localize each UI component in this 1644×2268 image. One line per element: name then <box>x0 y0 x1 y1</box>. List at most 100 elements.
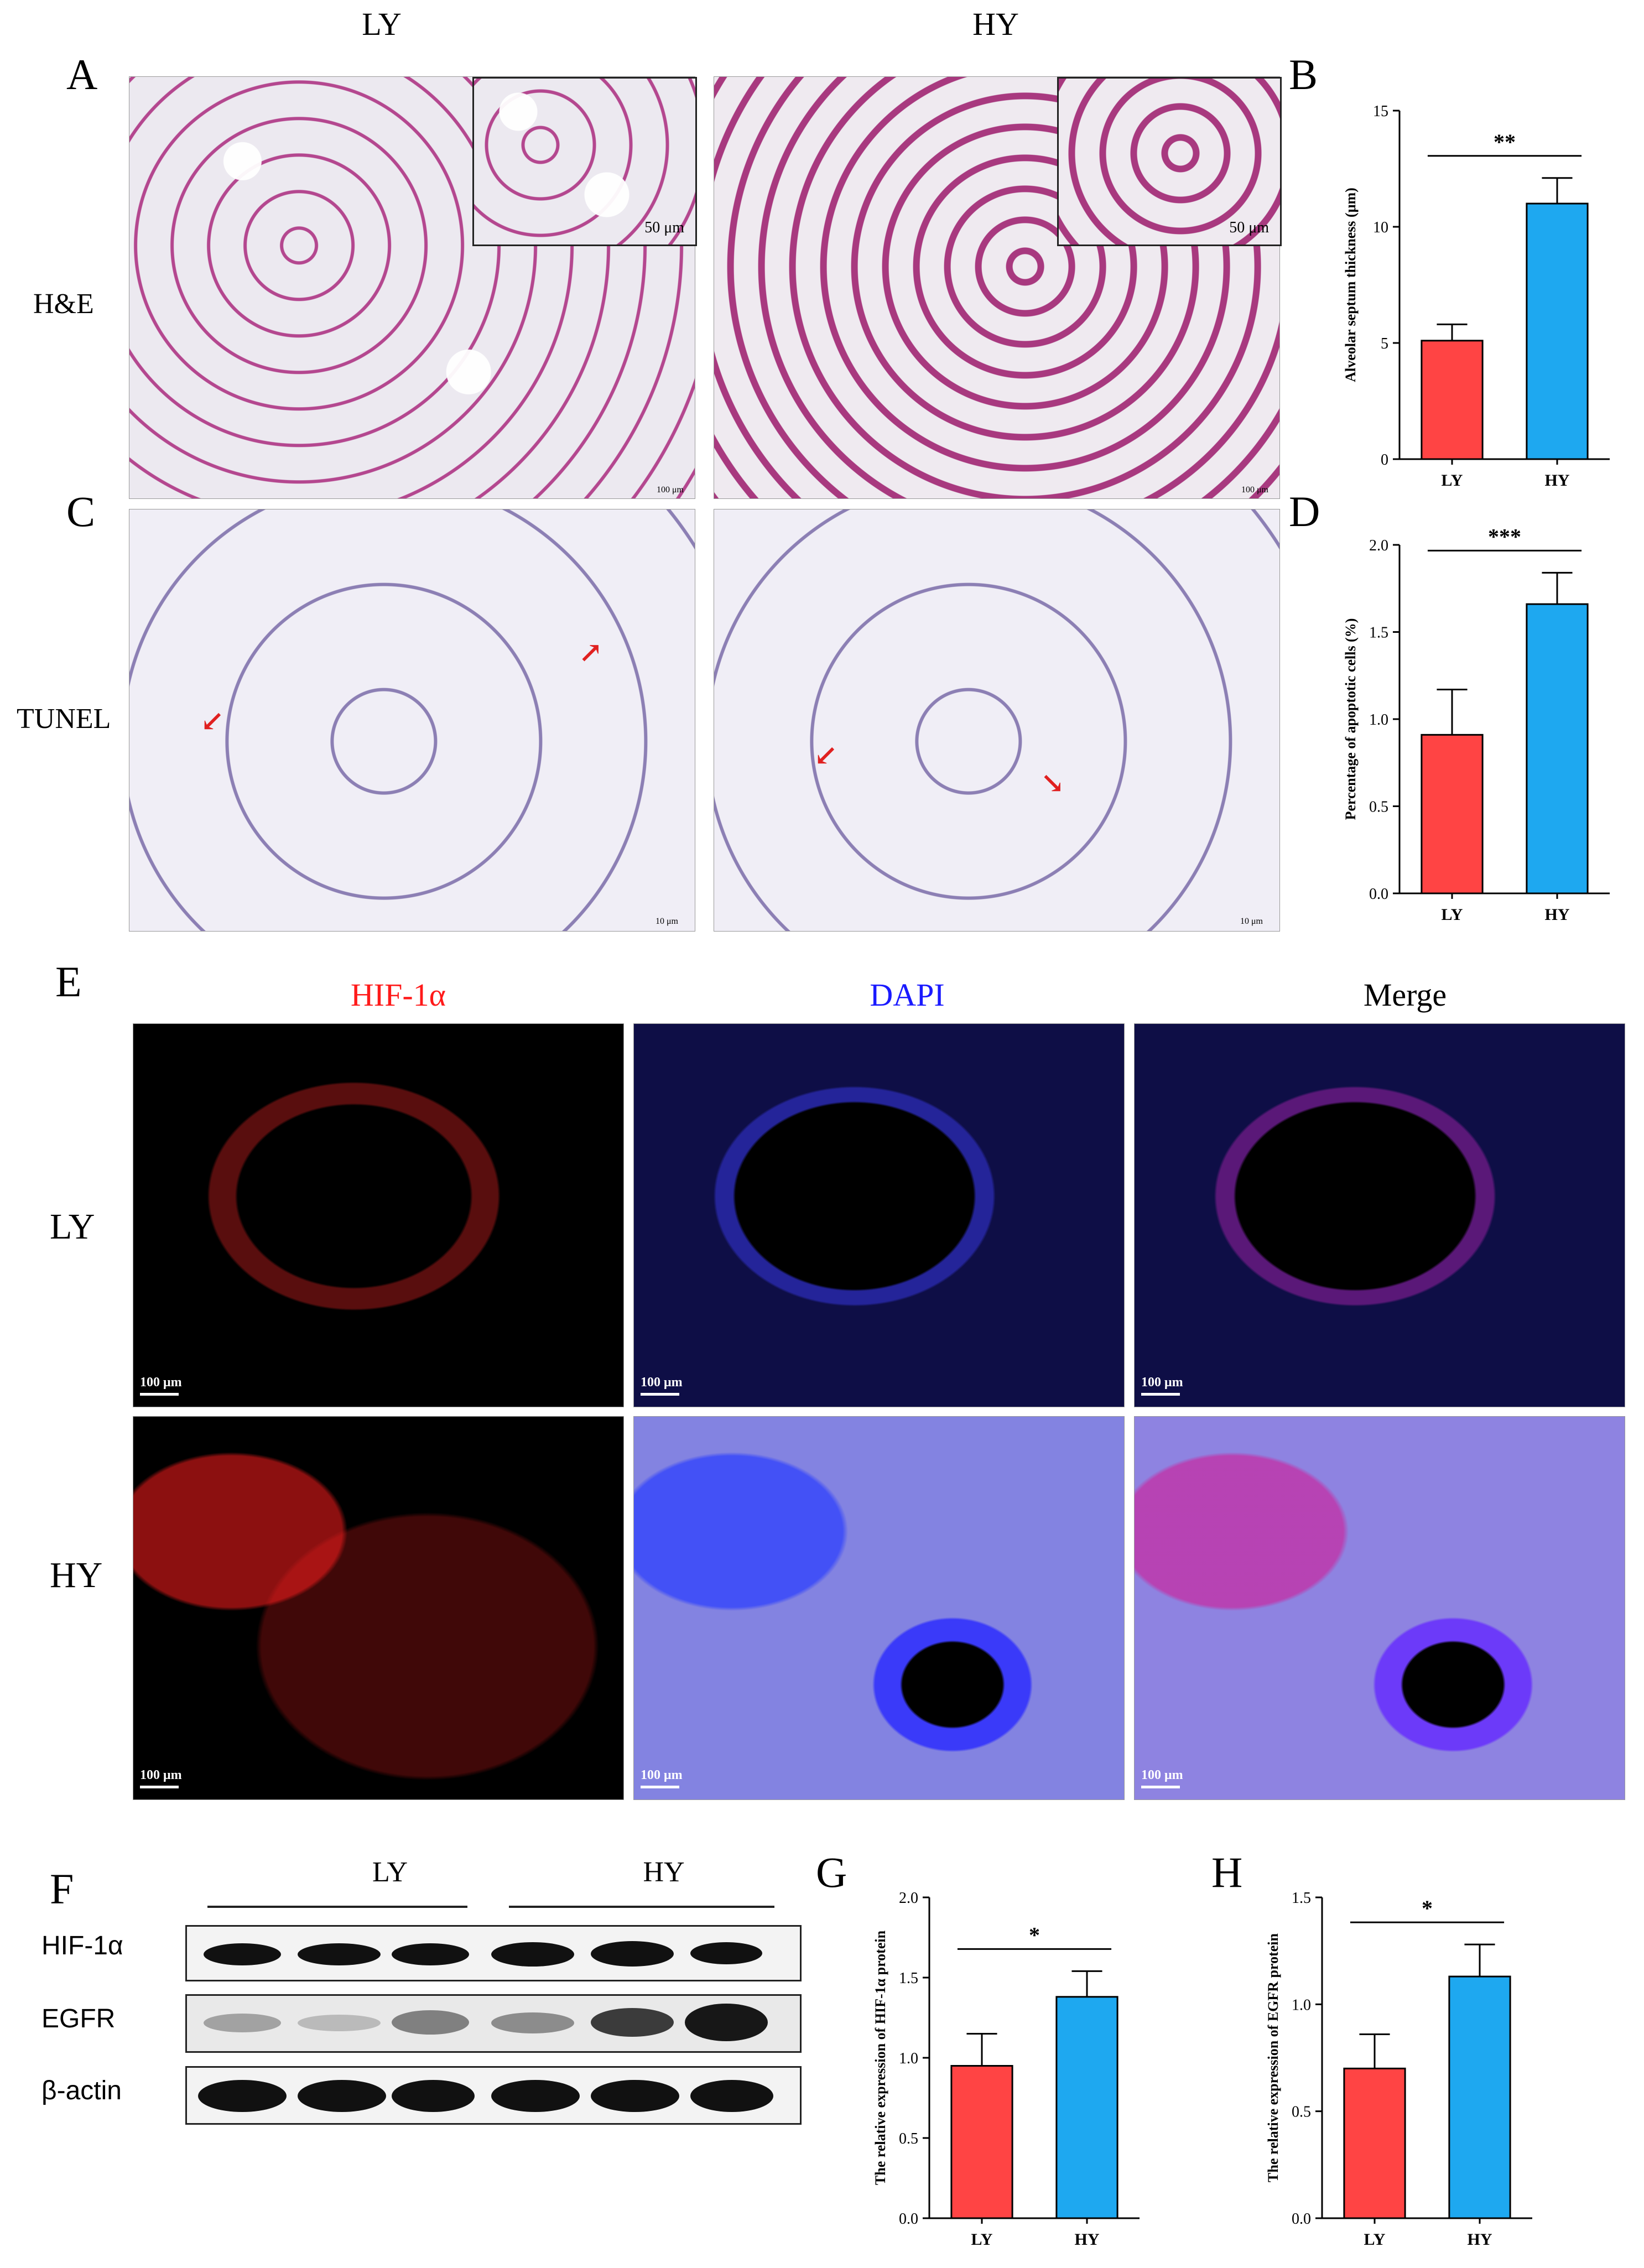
if-hy-dapi: 100 μm <box>633 1416 1125 1800</box>
bar-hy <box>1526 603 1589 894</box>
y-tick-label: 1.0 <box>899 2050 918 2067</box>
panel-label-b: B <box>1289 50 1318 98</box>
group-label-ly: LY <box>372 1856 408 1888</box>
he-ly-inset: 50 μm <box>472 77 697 246</box>
significance-label: *** <box>1488 524 1521 549</box>
row-label-tunel: TUNEL <box>17 703 111 735</box>
if-hy-merge: 100 μm <box>1134 1416 1625 1800</box>
if-ly-merge: 100 μm <box>1134 1023 1625 1407</box>
x-tick-label: LY <box>1442 906 1463 924</box>
chart-alveolar-septum: 0 5 10 15 Alveolar septum thickness (μm) LY HY… <box>1343 103 1610 490</box>
blot-hif <box>185 1925 802 1981</box>
bar-ly <box>1421 340 1484 460</box>
chart-apoptotic-cells: 0.0 0.5 1.0 1.5 2.0 Percentage of apoptotic c… <box>1343 524 1610 924</box>
y-tick-label: 1.5 <box>1369 625 1388 642</box>
if-hy-hif: 100 μm <box>133 1416 624 1800</box>
scalebar-label: 50 μm <box>1229 219 1269 236</box>
scalebar-label: 100 μm <box>1241 485 1268 495</box>
y-axis-label: Percentage of apoptotic cells (%) <box>1343 618 1359 820</box>
y-axis-label: The relative expression of EGFR protein <box>1265 1933 1281 2182</box>
x-tick-label: HY <box>1545 906 1570 924</box>
panel-label-f: F <box>50 1865 74 1913</box>
tunel-hy-micrograph: ↙ ↘ 10 μm <box>714 509 1280 932</box>
panel-label-h: H <box>1211 1848 1243 1896</box>
scalebar-label: 100 μm <box>641 1768 683 1782</box>
scalebar-label: 100 μm <box>140 1768 182 1782</box>
he-ly-micrograph: 50 μm 100 μm <box>129 76 697 499</box>
row-label-hy: HY <box>50 1555 103 1595</box>
x-tick-label: HY <box>1075 2230 1100 2249</box>
y-tick-label: 0.5 <box>899 2130 918 2147</box>
chart-hif-expression: 0.0 0.5 1.0 1.5 2.0 The relative expression o… <box>872 1890 1140 2249</box>
y-tick-label: 1.0 <box>1369 711 1388 729</box>
y-tick-label: 1.5 <box>899 1970 918 1987</box>
significance-label: * <box>1422 1896 1433 1921</box>
panel-label-a: A <box>66 50 98 98</box>
y-tick-label: 1.5 <box>1292 1890 1311 1907</box>
scalebar-label: 10 μm <box>655 917 678 926</box>
if-ly-hif: 100 μm <box>133 1023 624 1407</box>
group-line-hy <box>509 1906 774 1908</box>
red-arrow-icon: ↙ <box>814 740 838 772</box>
tunel-ly-micrograph: ↗ ↙ 10 μm <box>129 509 695 932</box>
bar-hy <box>1055 1996 1118 2219</box>
channel-label-dapi: DAPI <box>870 977 945 1013</box>
y-tick-label: 15 <box>1373 103 1388 120</box>
x-tick-label: LY <box>1364 2230 1386 2249</box>
column-label-ly: LY <box>362 6 402 42</box>
x-tick-label: HY <box>1545 471 1570 490</box>
y-axis-label: The relative expression of HIF-1α protei… <box>872 1930 888 2185</box>
y-tick-label: 1.0 <box>1292 1996 1311 2014</box>
if-ly-dapi: 100 μm <box>633 1023 1125 1407</box>
bar-hy <box>1526 202 1589 460</box>
panel-label-c: C <box>66 487 96 535</box>
he-hy-inset: 50 μm <box>1057 77 1282 246</box>
scalebar-label: 100 μm <box>140 1375 182 1390</box>
y-tick-label: 10 <box>1373 219 1388 236</box>
y-axis-label: Alveolar septum thickness (μm) <box>1343 188 1359 382</box>
scalebar <box>1141 1786 1180 1788</box>
column-label-hy: HY <box>972 6 1019 42</box>
y-tick-label: 2.0 <box>899 1890 918 1907</box>
y-tick-label: 0.0 <box>899 2210 918 2228</box>
scalebar <box>641 1393 679 1396</box>
panel-label-d: D <box>1289 487 1320 535</box>
blot-egfr <box>185 1994 802 2053</box>
y-tick-label: 0.5 <box>1369 799 1388 816</box>
significance-label: ** <box>1494 129 1516 154</box>
scalebar <box>641 1786 679 1788</box>
row-label-he: H&E <box>33 288 94 320</box>
row-label-ly: LY <box>50 1206 95 1247</box>
x-tick-label: LY <box>971 2230 993 2249</box>
blot-actin <box>185 2066 802 2125</box>
red-arrow-icon: ↗ <box>579 637 603 669</box>
y-tick-label: 0.0 <box>1292 2210 1311 2228</box>
y-tick-label: 5 <box>1381 335 1388 352</box>
he-hy-micrograph: 50 μm 100 μm <box>714 76 1282 499</box>
scalebar-label: 100 μm <box>641 1375 683 1390</box>
scalebar-label: 50 μm <box>644 219 684 236</box>
y-tick-label: 0.0 <box>1369 886 1388 903</box>
y-tick-label: 0.5 <box>1292 2104 1311 2121</box>
y-tick-label: 0 <box>1381 451 1388 469</box>
scalebar <box>1141 1393 1180 1396</box>
scalebar <box>140 1786 179 1788</box>
bar-ly <box>950 2065 1013 2219</box>
blot-label-hif: HIF-1α <box>41 1931 123 1960</box>
channel-label-hif: HIF-1α <box>350 977 446 1013</box>
significance-label: * <box>1029 1922 1040 1947</box>
group-line-ly <box>207 1906 467 1908</box>
group-label-hy: HY <box>643 1856 685 1888</box>
scalebar-label: 100 μm <box>1141 1375 1183 1390</box>
scalebar-label: 100 μm <box>1141 1768 1183 1782</box>
y-tick-label: 2.0 <box>1369 537 1388 554</box>
blot-label-actin: β-actin <box>41 2076 122 2105</box>
scalebar-label: 10 μm <box>1240 917 1263 926</box>
bar-ly <box>1343 2067 1406 2219</box>
chart-egfr-expression: 0.0 0.5 1.0 1.5 The relative expression of E… <box>1265 1890 1532 2249</box>
blot-label-egfr: EGFR <box>41 2004 116 2033</box>
red-arrow-icon: ↘ <box>1040 768 1065 799</box>
x-tick-label: LY <box>1442 471 1463 490</box>
scalebar <box>140 1393 179 1396</box>
x-tick-label: HY <box>1468 2230 1492 2249</box>
